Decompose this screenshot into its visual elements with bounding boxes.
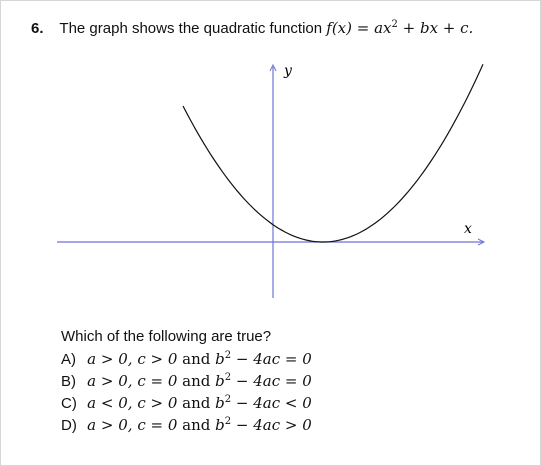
option-a-condition: a > 0, [87,416,133,434]
option-disc: b [215,372,225,390]
parabola-graph: y x [57,63,486,298]
option-a-condition: a > 0, [87,350,133,368]
option-disc: b [215,394,225,412]
option-disc-rest: − 4ac > 0 [231,416,312,434]
option-and: and [182,394,211,412]
option-a-condition: a > 0, [87,372,133,390]
option-c-condition: c > 0 [137,394,178,412]
option-disc: b [215,350,225,368]
option-a-condition: a < 0, [87,394,133,412]
option-disc-rest: − 4ac = 0 [231,350,312,368]
option-letter: A) [61,351,76,368]
exponent-two: 2 [391,19,398,30]
function-lhs: f(x) [326,19,352,37]
function-expression: f(x) = ax2 + bx + c. [326,19,474,37]
option-c-condition: c = 0 [137,416,178,434]
y-axis-arrow [269,63,277,72]
option-and: and [182,350,211,368]
question-line: 6. The graph shows the quadratic functio… [31,17,473,40]
option-disc-rest: − 4ac = 0 [231,372,312,390]
function-rhs-rest: + bx + c. [397,19,474,37]
option-c-condition: c = 0 [137,372,178,390]
option-b[interactable]: B) a > 0, c = 0 and b2 − 4ac = 0 [61,370,312,392]
option-and: and [182,416,211,434]
option-c[interactable]: C) a < 0, c > 0 and b2 − 4ac < 0 [61,392,312,414]
option-a[interactable]: A) a > 0, c > 0 and b2 − 4ac = 0 [61,348,312,370]
option-disc: b [215,416,225,434]
x-axis-arrow [477,238,486,246]
y-axis-label: y [283,63,293,79]
option-and: and [182,372,211,390]
ask-text: Which of the following are true? [61,328,272,345]
x-axis-label: x [464,221,472,237]
option-c-condition: c > 0 [137,350,178,368]
option-d[interactable]: D) a > 0, c = 0 and b2 − 4ac > 0 [61,414,312,436]
option-letter: C) [61,395,77,412]
option-disc-rest: − 4ac < 0 [231,394,312,412]
options-list: A) a > 0, c > 0 and b2 − 4ac = 0 B) a > … [61,348,312,436]
parabola-curve [182,64,484,243]
option-letter: B) [61,373,76,390]
question-number: 6. [31,20,44,37]
question-prompt: The graph shows the quadratic function [59,20,323,37]
option-letter: D) [61,417,77,434]
function-rhs-a: ax [374,19,392,37]
